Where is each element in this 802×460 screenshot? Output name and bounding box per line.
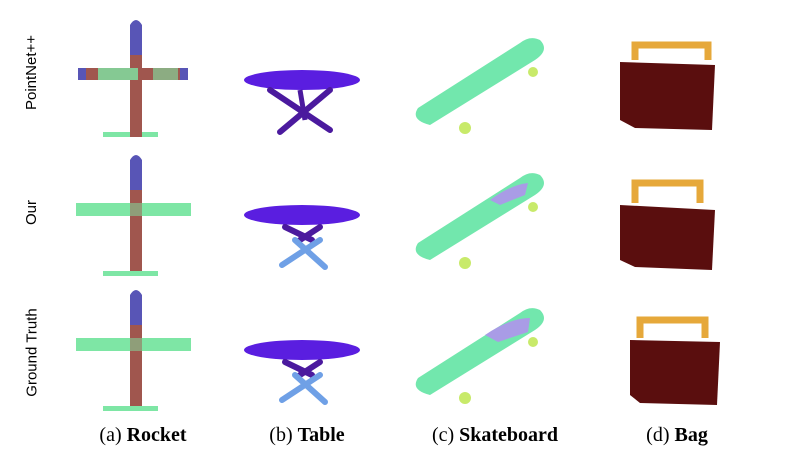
row-label-ground-truth: Ground Truth	[23, 307, 41, 397]
row-label-our: Our	[23, 199, 41, 225]
rocket-pointnet-render	[58, 10, 218, 150]
rocket-our-render	[58, 145, 218, 285]
rocket-ground-truth-render	[58, 280, 218, 420]
caption-bag: (d) Bag	[646, 424, 708, 446]
table-ground-truth-render	[240, 280, 400, 420]
caption-skateboard: (c) Skateboard	[431, 424, 559, 446]
row-label-pointnet: PointNet++	[23, 34, 41, 110]
skateboard-ground-truth-render	[400, 280, 560, 420]
bag-our-render	[600, 145, 760, 285]
skateboard-pointnet-render	[400, 10, 560, 150]
table-pointnet-render	[240, 10, 400, 150]
caption-table: (b) Table	[269, 424, 345, 446]
bag-pointnet-render	[600, 10, 760, 150]
table-our-render	[240, 145, 400, 285]
skateboard-our-render	[400, 145, 560, 285]
caption-rocket: (a) Rocket	[99, 424, 187, 446]
bag-ground-truth-render	[600, 280, 760, 420]
